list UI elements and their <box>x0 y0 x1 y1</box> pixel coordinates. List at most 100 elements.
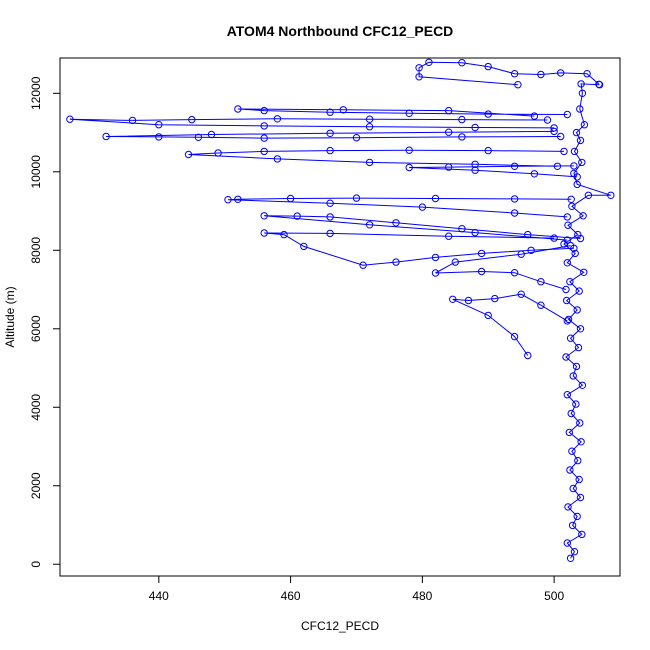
y-axis: 0 2000 4000 6000 8000 10000 12000 <box>29 76 61 568</box>
data-point <box>326 199 334 207</box>
data-point <box>66 115 74 123</box>
data-point <box>484 311 492 320</box>
data-point <box>352 134 361 142</box>
data-point <box>451 258 459 266</box>
data-point <box>445 232 453 240</box>
data-point <box>562 296 571 305</box>
data-point <box>578 158 586 167</box>
series <box>560 80 615 562</box>
data-point <box>563 259 571 267</box>
x-tick-label: 460 <box>281 589 301 603</box>
data-point <box>234 195 242 204</box>
data-point <box>207 130 216 139</box>
data-point <box>365 123 374 131</box>
data-point <box>286 194 295 203</box>
data-point <box>530 170 539 178</box>
data-point <box>572 362 581 371</box>
data-point <box>260 229 268 237</box>
data-point <box>524 351 532 360</box>
data-point <box>550 234 558 242</box>
series-line <box>418 61 600 86</box>
data-point <box>464 296 473 305</box>
data-point <box>477 249 486 258</box>
x-tick-label: 440 <box>149 589 169 603</box>
data-point <box>484 146 492 155</box>
data-point <box>557 69 565 77</box>
data-point <box>580 268 588 276</box>
data-point <box>300 242 308 251</box>
data-point <box>575 287 583 295</box>
data-point <box>458 133 466 141</box>
data-point <box>568 202 576 211</box>
data-point <box>510 269 519 277</box>
data-point <box>527 246 535 255</box>
series <box>405 162 581 181</box>
data-point <box>569 372 577 380</box>
data-point <box>572 128 581 137</box>
data-point <box>537 278 545 286</box>
data-point <box>260 147 268 156</box>
x-axis-label: CFC12_PECD <box>301 619 379 633</box>
data-point <box>514 81 522 89</box>
data-point <box>415 73 423 81</box>
data-point <box>431 269 440 277</box>
data-point <box>326 108 334 116</box>
data-point <box>365 221 374 229</box>
y-tick-label: 0 <box>29 561 43 568</box>
data-point <box>570 147 579 156</box>
data-point <box>128 116 137 125</box>
chart-title: ATOM4 Northbound CFC12_PECD <box>227 23 454 39</box>
data-point <box>326 213 334 221</box>
data-point <box>566 466 574 474</box>
data-point <box>425 58 433 66</box>
series-line <box>452 293 568 356</box>
data-point <box>566 554 575 562</box>
data-point <box>576 493 585 502</box>
series-line <box>435 245 571 290</box>
data-point <box>572 400 580 408</box>
data-point <box>550 127 558 136</box>
data-point <box>392 258 400 266</box>
y-tick-label: 8000 <box>29 237 43 264</box>
series <box>260 229 578 269</box>
data-point <box>578 381 587 389</box>
data-point <box>415 64 423 72</box>
series <box>102 127 565 142</box>
series <box>184 146 568 171</box>
data-point <box>326 229 334 238</box>
data-point <box>194 133 203 142</box>
series-line <box>563 83 611 559</box>
data-point <box>576 419 584 427</box>
data-point <box>564 221 572 229</box>
data-point <box>574 456 582 465</box>
data-point <box>550 124 558 132</box>
data-point <box>326 129 334 138</box>
data-point <box>431 253 440 262</box>
series-line <box>237 108 568 117</box>
series-line <box>264 215 581 241</box>
data-point <box>576 105 584 113</box>
data-point <box>484 62 492 71</box>
series-line <box>227 197 572 218</box>
data-point <box>537 70 545 79</box>
data-point <box>566 241 575 250</box>
data-point <box>471 166 479 174</box>
data-point <box>543 116 552 124</box>
data-point <box>260 134 268 142</box>
x-tick-label: 500 <box>544 589 564 603</box>
data-point <box>510 209 519 217</box>
data-point <box>352 194 361 202</box>
data-point <box>575 475 583 484</box>
data-point <box>418 203 427 211</box>
data-point <box>583 70 591 78</box>
data-point <box>530 112 539 120</box>
data-point <box>553 162 562 171</box>
data-point <box>471 228 479 237</box>
data-point <box>510 195 519 203</box>
data-point <box>567 195 575 204</box>
data-point <box>577 80 585 88</box>
data-point <box>260 122 268 130</box>
data-point <box>510 70 519 78</box>
data-point <box>449 295 457 303</box>
